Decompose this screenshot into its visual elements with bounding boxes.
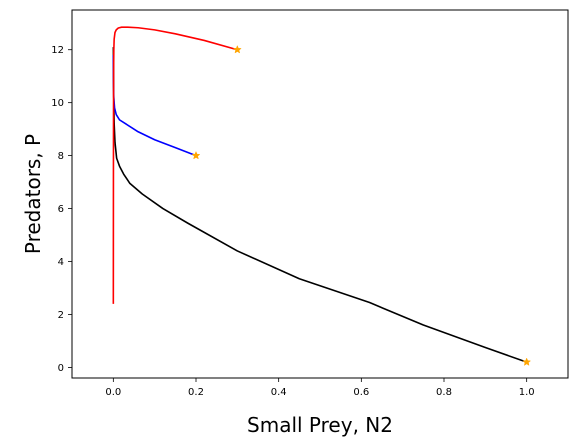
x-tick-label: 0.6 <box>353 387 369 398</box>
y-tick-label: 4 <box>58 257 64 268</box>
y-tick-label: 10 <box>51 98 64 109</box>
y-axis-label: Predators, P <box>21 134 45 254</box>
series-line-2 <box>112 26 238 304</box>
x-tick-label: 1.0 <box>519 387 535 398</box>
y-tick-label: 8 <box>58 151 64 162</box>
x-tick-label: 0.4 <box>271 387 287 398</box>
y-tick-label: 6 <box>58 204 64 215</box>
y-tick-label: 2 <box>58 310 64 321</box>
x-axis-label: Small Prey, N2 <box>247 413 393 437</box>
axis-ticks: 0.0 0.2 0.4 0.6 0.8 1.0 0 2 4 6 8 10 12 <box>51 45 534 398</box>
start-marker <box>522 357 532 366</box>
start-markers <box>191 45 532 366</box>
y-tick-label: 0 <box>58 363 64 374</box>
start-marker <box>191 150 201 160</box>
plot-area <box>71 9 569 379</box>
x-tick-label: 0.8 <box>436 387 452 398</box>
start-marker <box>232 45 242 54</box>
x-tick-label: 0.2 <box>188 387 204 398</box>
x-tick-label: 0.0 <box>105 387 121 398</box>
series-lines <box>112 26 527 363</box>
y-tick-label: 12 <box>51 45 64 56</box>
